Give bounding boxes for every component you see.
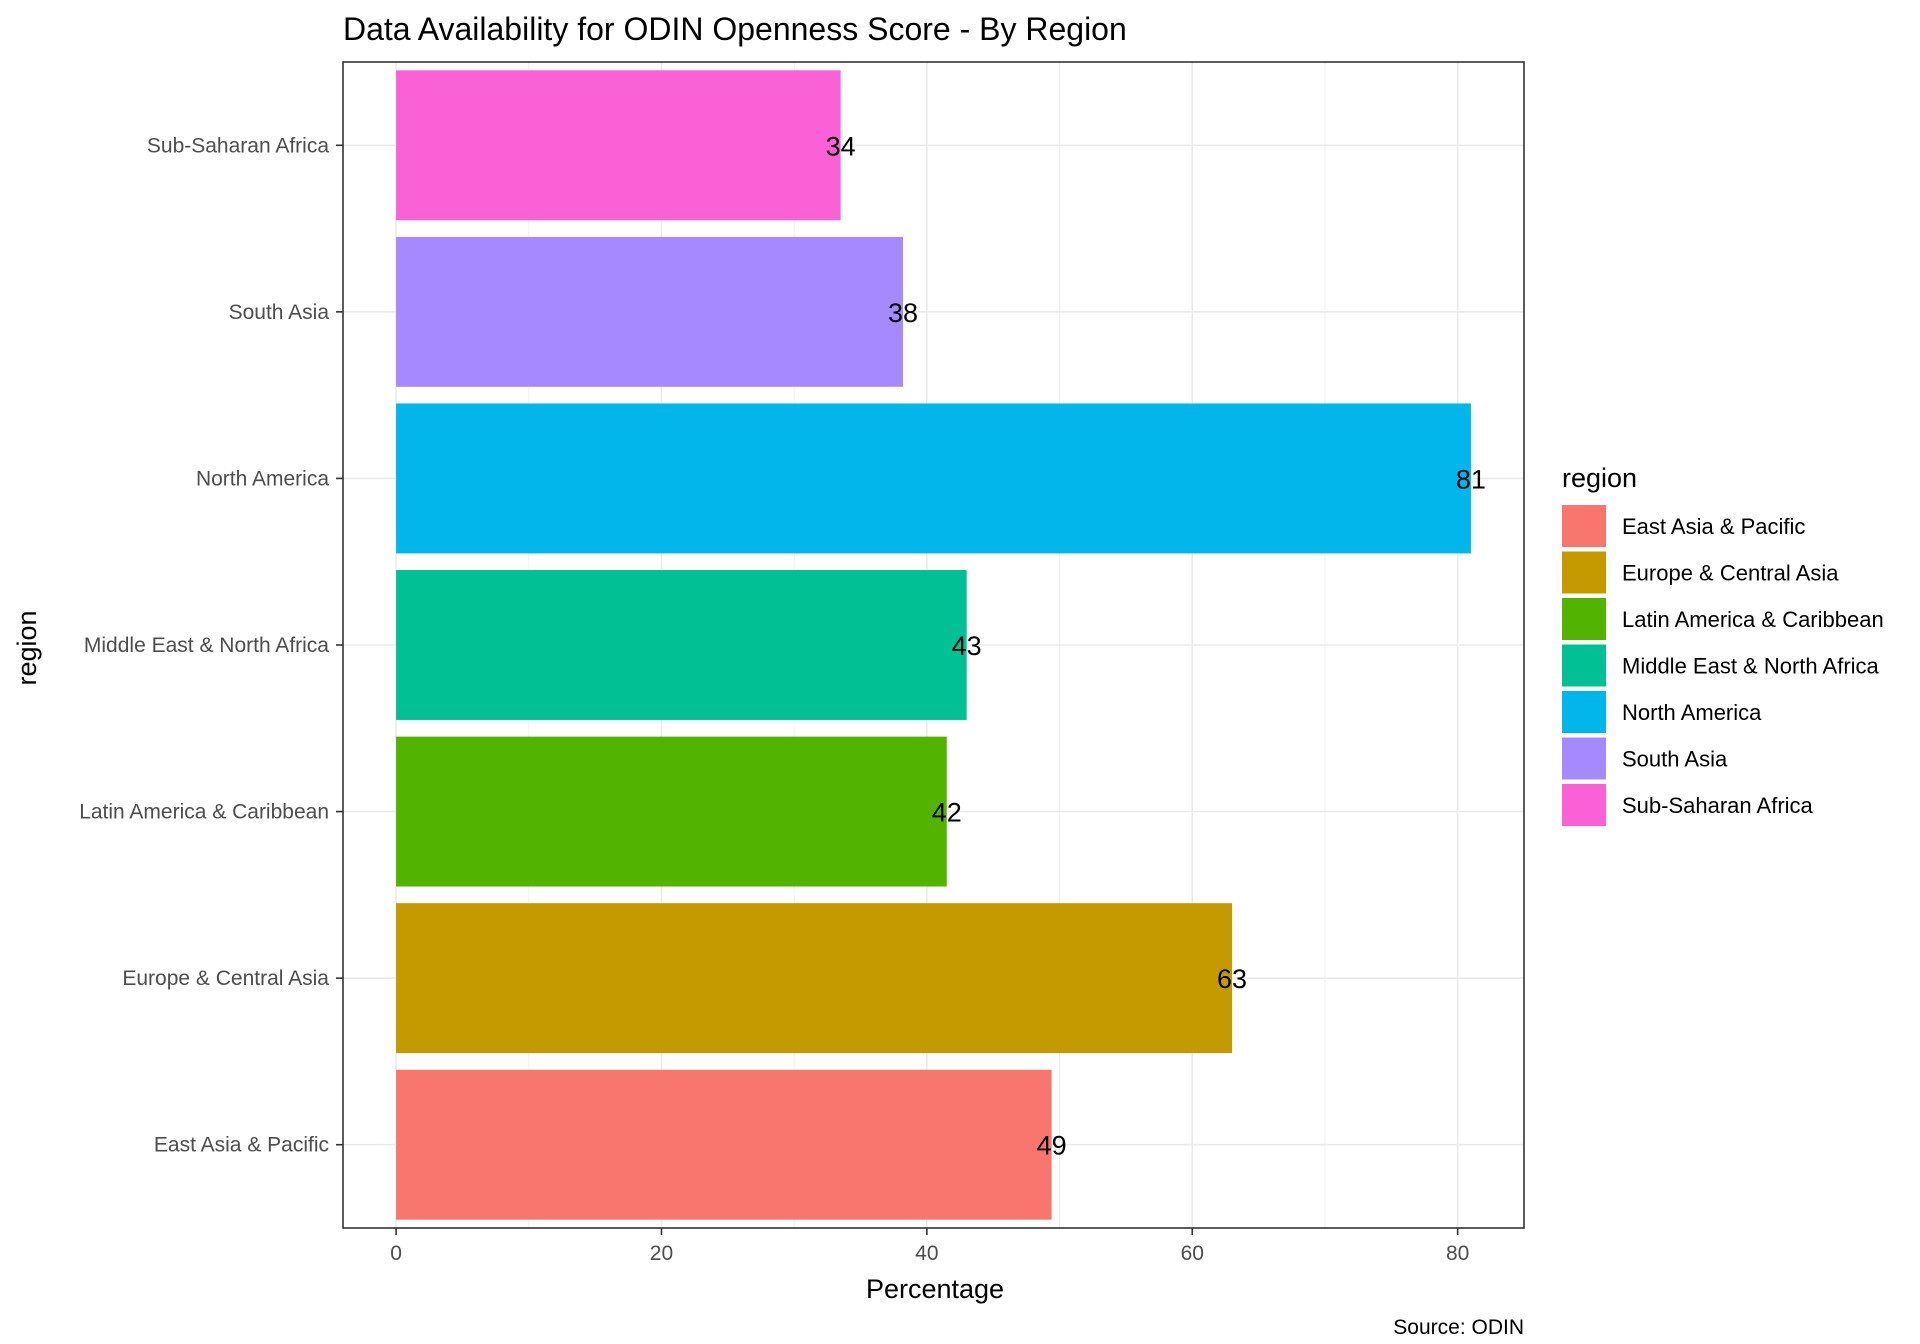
- y-tick-label: South Asia: [229, 301, 330, 324]
- legend-label: Middle East & North Africa: [1622, 654, 1880, 679]
- data-label: 63: [1217, 964, 1247, 994]
- bar-latin-america-caribbean: [396, 736, 947, 887]
- legend-key: [1562, 784, 1606, 826]
- y-tick-label: North America: [196, 467, 329, 490]
- x-axis: 0 20 40 60 80: [390, 1228, 1469, 1265]
- y-tick-label: Europe & Central Asia: [122, 967, 329, 990]
- data-label: 42: [932, 798, 962, 828]
- legend-key: [1562, 691, 1606, 733]
- legend-key: [1562, 551, 1606, 594]
- legend-key: [1562, 644, 1606, 687]
- legend-key: [1562, 505, 1606, 547]
- data-label: 49: [1037, 1131, 1067, 1161]
- legend-title: region: [1562, 463, 1637, 493]
- x-axis-title: Percentage: [866, 1274, 1004, 1304]
- legend-label: Europe & Central Asia: [1622, 561, 1839, 586]
- y-axis-title: region: [12, 610, 42, 685]
- y-tick-label: Latin America & Caribbean: [79, 801, 329, 824]
- x-tick-label: 80: [1446, 1242, 1469, 1265]
- x-tick-label: 60: [1181, 1242, 1204, 1265]
- bar-east-asia-pacific: [396, 1069, 1052, 1220]
- legend-label: South Asia: [1622, 747, 1728, 772]
- legend-key: [1562, 737, 1606, 780]
- data-label: 81: [1456, 464, 1486, 494]
- bar-south-asia: [396, 236, 903, 387]
- x-tick-label: 40: [915, 1242, 938, 1265]
- panel-border: [342, 61, 1525, 1229]
- x-tick-label: 20: [650, 1242, 673, 1265]
- bar-middle-east-north-africa: [396, 570, 967, 720]
- bar-north-america: [396, 403, 1471, 554]
- legend-key: [1562, 598, 1606, 640]
- legend-label: East Asia & Pacific: [1622, 514, 1805, 539]
- source-caption: Source: ODIN: [1393, 1316, 1524, 1339]
- y-tick-label: East Asia & Pacific: [154, 1134, 329, 1157]
- y-tick-label: Middle East & North Africa: [84, 634, 329, 657]
- data-label: 43: [952, 631, 982, 661]
- y-tick-label: Sub-Saharan Africa: [147, 134, 329, 157]
- data-label: 38: [888, 298, 918, 328]
- legend-label: North America: [1622, 700, 1762, 725]
- y-axis: East Asia & Pacific Europe & Central Asia…: [79, 134, 343, 1157]
- legend-label: Sub-Saharan Africa: [1622, 793, 1814, 818]
- chart-title: Data Availability for ODIN Openness Scor…: [343, 11, 1127, 47]
- legend-label: Latin America & Caribbean: [1622, 607, 1884, 632]
- bar-europe-central-asia: [396, 903, 1233, 1054]
- x-tick-label: 0: [390, 1242, 402, 1265]
- data-labels: 49 63 42 43 81 38 34: [826, 131, 1486, 1160]
- data-label: 34: [826, 131, 856, 161]
- bars: [342, 61, 1525, 1229]
- bar-sub-saharan-africa: [396, 70, 841, 221]
- legend: region East Asia & Pacific Europe & Centr…: [1562, 463, 1884, 826]
